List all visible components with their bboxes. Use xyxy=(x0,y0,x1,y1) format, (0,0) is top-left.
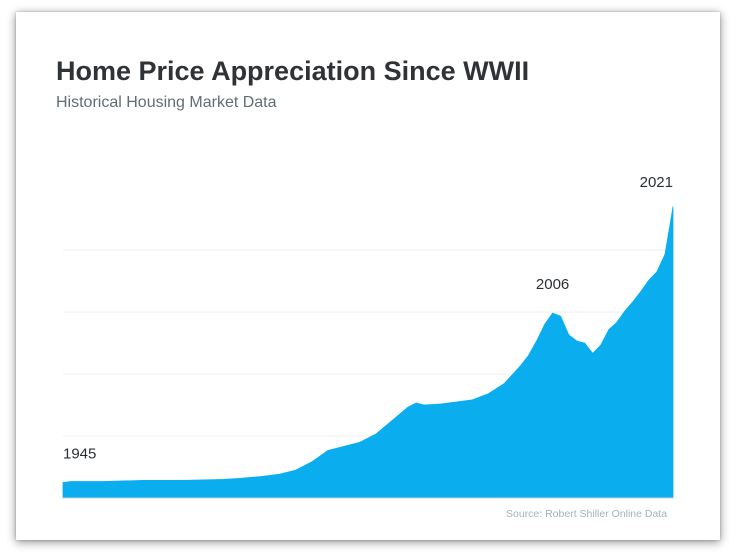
chart-subtitle: Historical Housing Market Data xyxy=(56,94,277,111)
annotation-label-2021: 2021 xyxy=(640,174,673,191)
chart-title: Home Price Appreciation Since WWII xyxy=(56,56,530,86)
source-note: Source: Robert Shiller Online Data xyxy=(506,508,668,520)
annotation-labels: 1945 2006 2021 xyxy=(63,174,673,463)
annotation-label-1945: 1945 xyxy=(63,446,96,463)
chart-card: Home Price Appreciation Since WWII Histo… xyxy=(16,12,720,540)
annotation-label-2006: 2006 xyxy=(536,276,569,293)
price-area-series xyxy=(62,206,674,499)
price-chart: 1945 2006 2021 xyxy=(62,174,674,499)
